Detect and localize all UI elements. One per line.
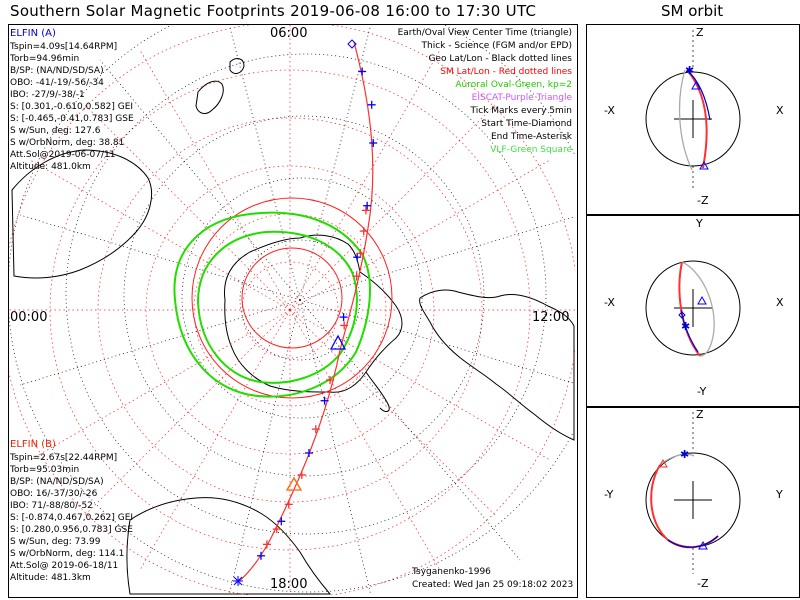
start-diamond	[347, 39, 357, 49]
map-frame	[8, 24, 578, 598]
elfin-b-line: Altitude: 481.3km	[10, 573, 91, 583]
chart-title: Southern Solar Magnetic Footprints 2019-…	[10, 2, 537, 20]
clock-label-top: 06:00	[270, 26, 308, 41]
elfin-b-line: Torb=95.03min	[10, 465, 80, 475]
elfin-a-line: S w/Sun, deg: 127.6	[10, 126, 101, 136]
clock-label-bottom: 18:00	[270, 577, 308, 592]
legend-item: VLF-Green Square	[490, 145, 572, 155]
elfin-a-line: S: [-0.465,-0.41,0.783] GSE	[10, 114, 134, 124]
antarctica-outline	[223, 234, 403, 393]
elfin-b-line: B/SP: (NA/ND/SD/SA)	[10, 477, 104, 487]
auroral-oval-outer	[173, 211, 371, 398]
sm-panel-xz: ✱	[645, 30, 741, 190]
sm-panel1-right: X	[776, 104, 784, 117]
elfin-a-line: S w/OrbNorm, deg: 38.81	[10, 138, 125, 148]
auroral-oval-inner	[196, 230, 358, 384]
clock-label-right: 12:00	[532, 310, 570, 325]
elfin-a-line: Att.Sol@2019-06-07/11	[10, 150, 116, 160]
legend-item: EISCAT-Purple Triangle	[471, 93, 572, 103]
orbit-gray	[678, 69, 693, 171]
elfin-b-title: ELFIN (B)	[10, 439, 56, 450]
legend-item: Earth/Oval View Center Time (triangle)	[397, 28, 572, 38]
svg-text:✱: ✱	[685, 64, 694, 77]
legend-item: SM Lat/Lon - Red dotted lines	[440, 67, 572, 77]
sm-panel3-left: -Y	[604, 488, 614, 501]
end-asterisk	[233, 576, 243, 586]
elfin-b-line: Att.Sol@ 2019-06-18/11	[10, 561, 119, 571]
sm-panel1-bottom: -Z	[697, 194, 709, 207]
clock-label-left: 00:00	[10, 310, 48, 325]
sm-panel-xy: ✱	[645, 260, 741, 357]
elfin-a-line: Torb=94.96min	[10, 54, 80, 64]
created-timestamp: Created: Wed Jan 25 09:18:02 2023	[412, 580, 574, 590]
orbit-blue	[680, 309, 699, 353]
elfin-a-line: Altitude: 481.0km	[10, 162, 91, 172]
sm-orbit-title: SM orbit	[661, 2, 724, 20]
sm-panel3-bottom: -Z	[697, 577, 709, 590]
elfin-a-footprint-line	[237, 41, 374, 583]
orbit-gray	[659, 453, 695, 466]
sm-panel2-right: X	[776, 296, 784, 309]
sm-panel1-left: -X	[604, 104, 615, 117]
elfin-a-ticks	[257, 67, 378, 560]
orbit-gray	[681, 261, 715, 357]
legend-item: Thick - Science (FGM and/or EPD)	[421, 41, 572, 51]
elfin-b-view-center-triangle	[285, 476, 303, 491]
orbit-red	[678, 261, 701, 357]
model-label: Tsyganenko-1996	[412, 567, 491, 577]
elfin-a-line: S: [0.301,-0.610,0.582] GEI	[10, 102, 134, 112]
orbit-blue	[686, 69, 711, 121]
auroral-ovals	[173, 211, 371, 398]
sm-panel2-left: -X	[604, 296, 615, 309]
geo-grid	[9, 25, 575, 595]
australia-outline	[11, 149, 152, 279]
elfin-b-line: S w/OrbNorm, deg: 114.1	[10, 549, 125, 559]
elfin-b-line: S: [0.280,0.956,0.783] GSE	[10, 525, 133, 535]
legend-item: End Time-Asterisk	[490, 132, 572, 142]
elfin-a-line: IBO: -27/9/-38/-1	[10, 90, 85, 100]
sm-latitude-circles	[191, 197, 393, 399]
earth-circle	[645, 260, 741, 356]
sm-panel1-top: Z	[696, 26, 704, 39]
orbit-red	[686, 69, 708, 169]
sm-panel-yz: ✱	[645, 412, 741, 574]
elfin-a-title: ELFIN (A)	[10, 28, 56, 39]
sm-panel2-bottom: -Y	[697, 385, 707, 398]
elfin-b-line: S: [-0.874,0.467,0.262] GEI	[10, 513, 134, 523]
elfin-a-track	[237, 41, 374, 583]
legend-item: Geo Lat/Lon - Black dotted lines	[428, 54, 572, 64]
svg-text:✱: ✱	[681, 320, 690, 333]
legend-item: Start Time-Diamond	[481, 119, 572, 129]
africa-outline	[126, 497, 332, 595]
elfin-a-view-center-triangle	[329, 334, 347, 350]
elfin-a-line: Tspin=4.09s[14.64RPM]	[10, 42, 118, 52]
orbit-blue	[667, 535, 719, 548]
elfin-b-line: S w/Sun, deg: 73.99	[10, 537, 101, 547]
sm-panel3-top: Z	[696, 408, 704, 421]
legend-item: Tick Marks every 5min	[470, 106, 572, 116]
elfin-b-line: OBO: 16/-37/30/-26	[10, 489, 98, 499]
sm-panel2-top: Y	[696, 217, 703, 230]
new-zealand-outline	[195, 58, 245, 114]
sm-panel3-right: Y	[776, 488, 783, 501]
sm-grid	[9, 25, 575, 595]
elfin-b-line: Tspin=2.67s[22.44RPM]	[10, 453, 118, 463]
legend-item: Auroral Oval-Green, kp=2	[455, 80, 572, 90]
elfin-a-line: OBO: -41/-19/-56/-34	[10, 78, 104, 88]
elfin-b-line: IBO: 71/-88/80/-52	[10, 501, 93, 511]
svg-text:✱: ✱	[680, 448, 689, 461]
elfin-b-ticks	[262, 206, 370, 549]
elfin-a-line: B/SP: (NA/ND/SD/SA)	[10, 66, 104, 76]
